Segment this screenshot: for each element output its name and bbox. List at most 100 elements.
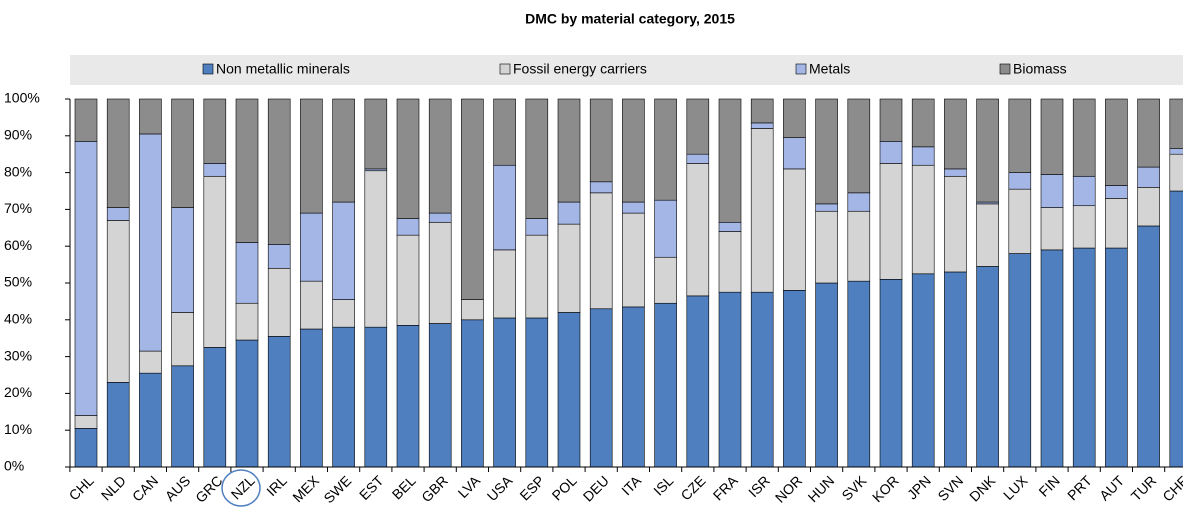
bar-segment xyxy=(235,98,259,243)
bar-segment xyxy=(1008,98,1032,173)
bar-segment xyxy=(139,133,162,352)
bar-segment xyxy=(139,372,162,468)
bar-segment xyxy=(1040,98,1064,175)
bar-segment xyxy=(1105,98,1128,186)
bar-segment xyxy=(1169,153,1183,192)
bar-segment xyxy=(364,98,388,170)
y-tick-label: 0% xyxy=(4,458,24,474)
bar-segment xyxy=(718,98,742,223)
bar-segment xyxy=(332,201,355,300)
legend-label: Non metallic minerals xyxy=(216,61,350,77)
bar-segment xyxy=(589,98,613,183)
bar-segment xyxy=(911,273,935,468)
bar-segment xyxy=(171,365,194,468)
x-tick-label: BEL xyxy=(389,472,419,502)
bar-segment xyxy=(1040,249,1064,468)
x-tick-label: KOR xyxy=(869,472,902,505)
bar-segment xyxy=(557,201,581,225)
bar-segment xyxy=(815,98,838,205)
bar-segment xyxy=(203,175,227,348)
bar-segment xyxy=(171,312,194,367)
bar-segment xyxy=(847,192,871,212)
bar-segment xyxy=(332,98,355,203)
bar-segment xyxy=(622,98,645,203)
bar-segment xyxy=(976,203,999,267)
x-tick-label: FIN xyxy=(1035,472,1062,499)
y-tick-label: 20% xyxy=(4,384,32,400)
bar-segment xyxy=(718,231,742,293)
legend-swatch xyxy=(202,63,214,75)
bar-segment xyxy=(815,203,838,212)
bar-segment xyxy=(461,319,484,468)
bar-segment xyxy=(1105,198,1128,249)
bar-segment xyxy=(654,98,677,201)
bar-segment xyxy=(1169,148,1183,155)
bar-segment xyxy=(1040,207,1064,251)
bar-segment xyxy=(74,428,98,468)
x-tick-label: POL xyxy=(549,472,580,503)
legend-label: Biomass xyxy=(1013,61,1067,77)
y-tick-label: 50% xyxy=(4,274,32,290)
bar-segment xyxy=(654,199,677,258)
bar-segment xyxy=(944,98,967,170)
bar-segment xyxy=(139,350,162,374)
bar-segment xyxy=(589,192,613,310)
x-tick-label: ESP xyxy=(516,472,547,503)
x-tick-label: SVK xyxy=(838,472,870,504)
bar-segment xyxy=(1008,253,1032,468)
legend-swatch xyxy=(499,63,511,75)
x-tick-label: USA xyxy=(484,472,516,504)
x-tick-label: LUX xyxy=(1000,472,1031,503)
x-tick-label: FRA xyxy=(710,472,742,504)
bar-segment xyxy=(783,290,806,468)
bar-segment xyxy=(911,164,935,275)
bar-segment xyxy=(1137,187,1160,227)
bar-segment xyxy=(428,98,452,214)
bar-segment xyxy=(654,302,677,468)
bar-segment xyxy=(396,325,420,468)
legend-swatch xyxy=(999,63,1011,75)
bar-segment xyxy=(525,218,549,236)
bar-segment xyxy=(300,328,323,468)
x-tick-label: JPN xyxy=(904,472,934,502)
x-tick-label: HUN xyxy=(805,472,838,505)
bar-segment xyxy=(493,317,516,468)
bar-segment xyxy=(74,141,98,416)
bar-segment xyxy=(622,201,645,214)
bar-segment xyxy=(300,280,323,330)
x-tick-label: IRL xyxy=(263,472,290,499)
bar-segment xyxy=(267,336,291,468)
bar-segment xyxy=(847,280,871,468)
x-tick-label: ISR xyxy=(745,472,773,500)
bar-segment xyxy=(139,98,162,135)
bar-segment xyxy=(1169,98,1183,149)
bar-segment xyxy=(750,291,774,468)
bar-segment xyxy=(1169,190,1183,468)
bar-segment xyxy=(815,282,838,468)
x-tick-label: EST xyxy=(356,472,387,503)
bar-segment xyxy=(686,163,710,297)
bar-segment xyxy=(203,98,227,164)
x-tick-label: GRC xyxy=(192,472,225,505)
bar-segment xyxy=(171,207,194,313)
bar-segment xyxy=(718,291,742,468)
bar-segment xyxy=(332,299,355,328)
bar-segment xyxy=(235,339,259,468)
bar-segment xyxy=(1072,175,1096,207)
y-tick-label: 30% xyxy=(4,347,32,363)
bar-segment xyxy=(1105,185,1128,199)
x-tick-label: PRT xyxy=(1064,472,1095,503)
x-tick-label: SWE xyxy=(320,472,354,506)
bar-segment xyxy=(74,415,98,429)
y-tick-label: 40% xyxy=(4,311,32,327)
bar-segment xyxy=(106,207,130,221)
bar-segment xyxy=(879,279,903,468)
bar-segment xyxy=(1137,166,1160,188)
bar-segment xyxy=(879,141,903,164)
bar-segment xyxy=(1008,172,1032,190)
bar-segment xyxy=(235,302,259,341)
x-tick-label: MEX xyxy=(289,472,322,505)
bar-segment xyxy=(1072,247,1096,468)
y-tick-label: 70% xyxy=(4,200,32,216)
